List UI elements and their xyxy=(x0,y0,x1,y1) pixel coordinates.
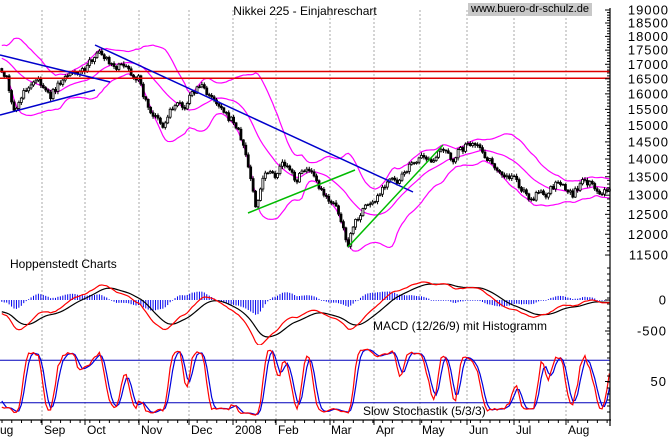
svg-text:16500: 16500 xyxy=(628,71,669,86)
svg-text:-500: -500 xyxy=(637,324,667,339)
svg-text:Jun: Jun xyxy=(469,423,488,437)
svg-text:11500: 11500 xyxy=(629,248,669,263)
stochastic-panel-label: Slow Stochastik (5/3/3) xyxy=(363,404,486,418)
svg-text:16000: 16000 xyxy=(628,86,669,101)
svg-text:Apr: Apr xyxy=(376,423,395,437)
svg-text:Jul: Jul xyxy=(516,423,531,437)
svg-text:15500: 15500 xyxy=(628,102,669,117)
svg-text:14000: 14000 xyxy=(628,152,669,167)
svg-text:14500: 14500 xyxy=(628,134,669,149)
svg-text:Aug: Aug xyxy=(0,423,13,437)
svg-text:12500: 12500 xyxy=(628,207,669,222)
watermark-url: www.buero-dr-schulz.de xyxy=(468,3,592,16)
svg-text:13500: 13500 xyxy=(628,169,669,184)
svg-text:Dec: Dec xyxy=(191,423,212,437)
svg-text:18500: 18500 xyxy=(628,16,669,31)
svg-text:2008: 2008 xyxy=(235,423,262,437)
svg-text:Aug: Aug xyxy=(568,423,589,437)
svg-text:Nov: Nov xyxy=(141,423,162,437)
svg-text:18000: 18000 xyxy=(628,29,669,44)
svg-text:13000: 13000 xyxy=(628,188,669,203)
svg-text:May: May xyxy=(422,423,445,437)
svg-text:Feb: Feb xyxy=(278,423,299,437)
provider-branding: Hoppenstedt Charts xyxy=(10,257,117,271)
svg-text:12000: 12000 xyxy=(628,227,669,242)
svg-text:17000: 17000 xyxy=(628,57,669,72)
svg-text:Sep: Sep xyxy=(44,423,66,437)
svg-text:19000: 19000 xyxy=(628,3,669,18)
svg-text:Oct: Oct xyxy=(87,423,106,437)
svg-text:15000: 15000 xyxy=(628,118,669,133)
chart-title: Nikkei 225 - Einjahreschart xyxy=(233,4,377,18)
svg-text:50: 50 xyxy=(651,374,667,389)
svg-text:17500: 17500 xyxy=(628,43,669,58)
macd-panel-label: MACD (12/26/9) mit Histogramm xyxy=(373,319,548,333)
svg-text:0: 0 xyxy=(659,293,667,308)
svg-text:Mar: Mar xyxy=(331,423,352,437)
